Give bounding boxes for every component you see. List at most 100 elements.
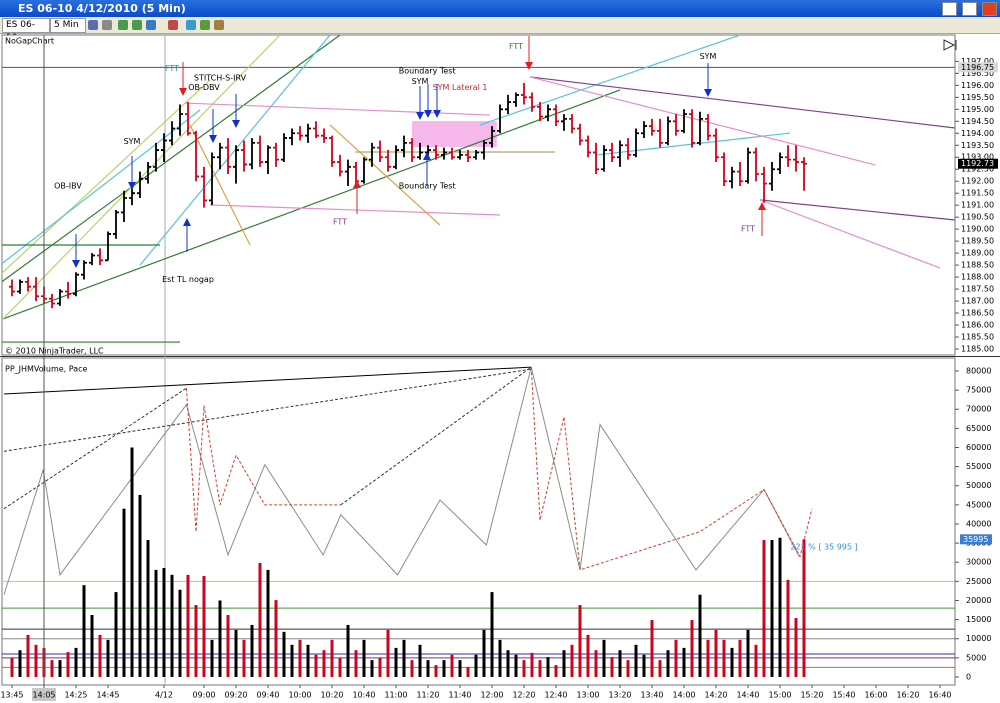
annotation: STITCH-S-IRV xyxy=(194,74,247,83)
volume-bar xyxy=(594,650,598,677)
arrow-head xyxy=(416,112,424,120)
y-tick-label: 1193.00 xyxy=(961,153,994,162)
ohlc-bar xyxy=(289,128,295,146)
ohlc-bar xyxy=(537,102,543,122)
tool-icon[interactable] xyxy=(132,20,142,30)
annotation: OB-DBV xyxy=(188,83,220,92)
pace-line xyxy=(3,368,532,452)
ohlc-bar xyxy=(225,138,231,175)
close-button[interactable] xyxy=(982,2,997,16)
annotation: SYM Lateral 1 xyxy=(433,83,488,92)
volume-bar xyxy=(642,654,646,677)
ohlc-bar xyxy=(233,145,239,184)
volume-bar xyxy=(506,650,510,677)
volume-bar xyxy=(546,657,550,677)
ohlc-bar xyxy=(257,135,263,167)
trendline xyxy=(139,35,331,266)
volume-bar xyxy=(466,667,470,677)
y-tick-label: 65000 xyxy=(966,424,991,433)
volume-bar xyxy=(362,639,366,677)
ohlc-bar xyxy=(457,150,463,160)
crosshair-x-label-bg xyxy=(32,688,56,701)
price-panel xyxy=(1,34,956,356)
tool-icon[interactable] xyxy=(214,20,224,30)
ohlc-bar xyxy=(601,145,607,172)
volume-bar xyxy=(690,619,694,677)
tool-icon[interactable] xyxy=(102,20,112,30)
copyright: © 2010 NinjaTrader, LLC xyxy=(5,347,104,356)
x-tick-label: 16:40 xyxy=(928,691,951,700)
ohlc-bar xyxy=(145,162,151,184)
pace-line xyxy=(340,366,532,506)
trendline xyxy=(209,204,501,216)
arrow-head xyxy=(232,120,240,128)
ohlc-bar xyxy=(241,140,247,172)
arrow-head xyxy=(72,260,80,268)
volume-bar xyxy=(34,644,38,677)
ohlc-bar xyxy=(801,157,807,191)
ohlc-bar xyxy=(649,118,655,136)
tool-icon[interactable] xyxy=(200,20,210,30)
tool-icon[interactable] xyxy=(186,20,196,30)
volume-bar xyxy=(474,654,478,677)
y-tick-label: 5000 xyxy=(966,653,986,662)
tool-icon[interactable] xyxy=(118,20,128,30)
volume-bar xyxy=(346,624,350,677)
volume-bar xyxy=(730,647,734,677)
volume-bar xyxy=(106,639,110,677)
tool-icon[interactable] xyxy=(168,20,178,30)
ohlc-bar xyxy=(329,135,335,167)
volume-bar xyxy=(634,644,638,677)
ohlc-bar xyxy=(113,209,119,239)
ohlc-bar xyxy=(449,147,455,160)
ohlc-bar xyxy=(521,82,527,105)
x-tick-label: 4/12 xyxy=(155,691,173,700)
volume-bar xyxy=(306,644,310,677)
x-tick-label: 14:00 xyxy=(672,691,695,700)
tool-icon[interactable] xyxy=(88,20,98,30)
arrow-head xyxy=(179,88,187,96)
y-tick-label: 1196.50 xyxy=(961,69,994,78)
volume-bar xyxy=(338,657,342,677)
interval-select[interactable]: 5 Min xyxy=(50,18,86,33)
x-tick-label: 13:40 xyxy=(640,691,663,700)
ohlc-bar xyxy=(641,121,647,139)
ohlc-bar xyxy=(177,104,183,136)
ohlc-bar xyxy=(49,293,55,309)
volume-bar xyxy=(458,660,462,677)
pace-line xyxy=(185,388,341,532)
volume-bar xyxy=(650,619,654,677)
x-tick-label: 16:20 xyxy=(896,691,919,700)
y-tick-label: 1188.50 xyxy=(961,261,994,270)
tool-icon[interactable] xyxy=(146,20,156,30)
x-tick-label: 12:20 xyxy=(512,691,535,700)
volume-bar xyxy=(658,660,662,677)
y-tick-label: 1191.00 xyxy=(961,201,994,210)
ohlc-bar xyxy=(105,231,111,262)
minimize-button[interactable] xyxy=(942,2,957,16)
volume-bar xyxy=(778,537,782,677)
ohlc-bar xyxy=(369,142,375,167)
maximize-button[interactable] xyxy=(962,2,977,16)
ohlc-bar xyxy=(665,116,671,146)
ohlc-bar xyxy=(585,135,591,158)
ohlc-bar xyxy=(681,109,687,134)
x-tick-label: 14:20 xyxy=(704,691,727,700)
annotation: FTT xyxy=(333,217,347,226)
ohlc-bar xyxy=(625,138,631,160)
ohlc-bar xyxy=(593,142,599,175)
ohlc-bar xyxy=(777,152,783,175)
ohlc-bar xyxy=(89,253,95,266)
trendline xyxy=(479,35,741,126)
ohlc-bar xyxy=(657,118,663,148)
y-tick-label: 1195.50 xyxy=(961,93,994,102)
ohlc-bar xyxy=(81,260,87,280)
trendline xyxy=(2,109,201,265)
ohlc-bar xyxy=(785,145,791,167)
x-tick-label: 10:40 xyxy=(352,691,375,700)
y-tick-label: 1190.00 xyxy=(961,225,994,234)
ohlc-bar xyxy=(401,135,407,158)
y-tick-label: 1196.00 xyxy=(961,81,994,90)
volume-bar xyxy=(482,629,486,677)
